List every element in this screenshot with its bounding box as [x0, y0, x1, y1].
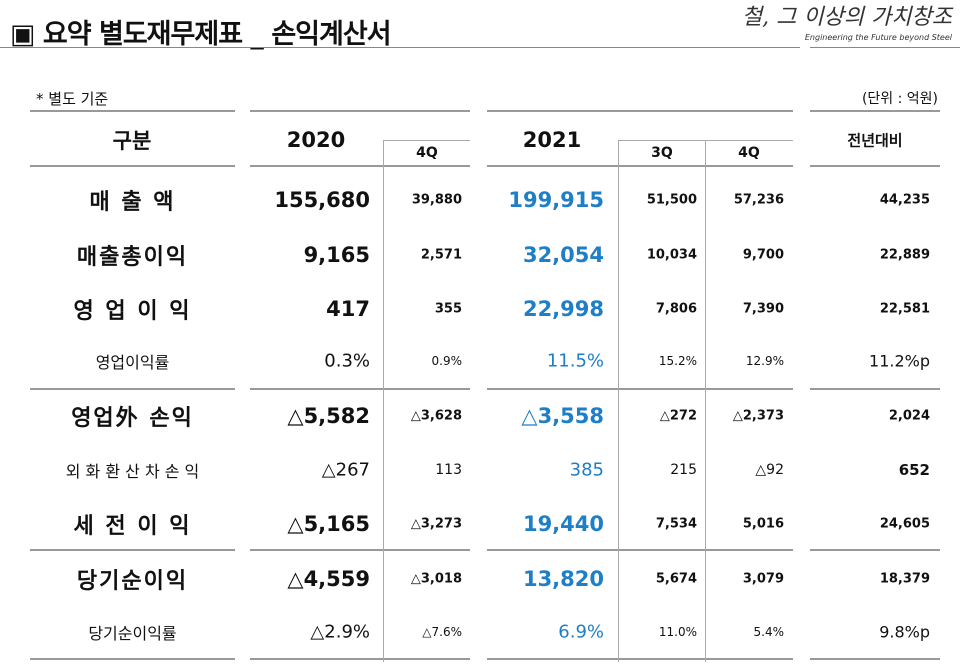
cell-q4_2021: 9,700 [742, 247, 784, 263]
cell-v2020: △5,165 [287, 512, 370, 536]
cell-v2021: △3,558 [521, 404, 604, 428]
cell-q4_2020: 39,880 [411, 192, 462, 208]
cell-v2020: 0.3% [324, 350, 370, 372]
header-category: 구분 [112, 129, 152, 153]
header-2021: 2021 [522, 128, 582, 152]
cell-q4_2021: 3,079 [742, 571, 784, 587]
cell-q4_2021: 12.9% [745, 354, 784, 368]
cell-q4_2021: 7,390 [742, 301, 784, 317]
header-2020: 2020 [286, 128, 346, 152]
cell-q3_2021: 11.0% [658, 625, 697, 639]
cell-q4_2021: △2,373 [732, 408, 784, 424]
cell-q4_2021: △92 [755, 462, 784, 478]
cell-v2020: △2.9% [310, 621, 370, 643]
cell-q4_2021: 5,016 [742, 516, 784, 532]
cell-yoy: 2,024 [888, 408, 930, 424]
cell-yoy: 18,379 [879, 571, 930, 587]
cell-q3_2021: 7,534 [655, 516, 697, 532]
cell-yoy: 24,605 [879, 516, 930, 532]
row-label: 영업外 손익 [71, 406, 194, 431]
cell-v2021: 19,440 [522, 512, 604, 536]
cell-q4_2020: 2,571 [420, 247, 462, 263]
cell-v2020: 417 [326, 297, 370, 321]
cell-v2020: △4,559 [287, 567, 370, 591]
cell-q4_2020: 113 [435, 462, 462, 478]
cell-v2021: 11.5% [546, 350, 604, 372]
cell-q3_2021: △272 [659, 408, 697, 424]
header-yoy: 전년대비 [847, 131, 903, 150]
cell-yoy: 22,889 [879, 247, 930, 263]
cell-q4_2021: 57,236 [733, 192, 784, 208]
cell-q4_2020: △7.6% [422, 625, 462, 639]
header-2021-4q: 4Q [738, 145, 760, 161]
title-divider [0, 47, 800, 48]
logo-korean: 철, 그 이상의 가치창조 [741, 5, 952, 30]
cell-q3_2021: 5,674 [655, 571, 697, 587]
page-title: ▣ 요약 별도재무제표 _ 손익계산서 [10, 19, 392, 50]
row-label: 매 출 액 [89, 190, 176, 215]
cell-v2021: 6.9% [558, 621, 604, 643]
cell-v2021: 13,820 [522, 567, 604, 591]
row-label: 당기순이익 [76, 569, 189, 594]
row-label: 외 화 환 산 차 손 익 [65, 462, 200, 481]
row-label: 세 전 이 익 [73, 514, 192, 539]
cell-q4_2020: 355 [434, 301, 462, 317]
cell-yoy: 652 [898, 461, 930, 479]
row-label: 당기순이익률 [88, 624, 177, 643]
company-logo: 철, 그 이상의 가치창조 Engineering the Future bey… [742, 4, 952, 43]
cell-yoy: 11.2%p [869, 351, 930, 371]
cell-v2020: △267 [321, 459, 370, 481]
cell-q4_2021: 5.4% [753, 625, 785, 639]
row-label: 영업이익률 [95, 353, 170, 372]
unit-note: (단위 : 억원) [861, 91, 938, 107]
cell-v2021: 32,054 [522, 243, 604, 267]
cell-q3_2021: 51,500 [646, 192, 697, 208]
cell-yoy: 22,581 [879, 301, 930, 317]
header-2020-4q: 4Q [416, 145, 438, 161]
cell-q3_2021: 15.2% [658, 354, 697, 368]
basis-note: * 별도 기준 [36, 90, 109, 108]
cell-yoy: 9.8%p [879, 622, 930, 642]
cell-q4_2020: 0.9% [431, 354, 463, 368]
cell-q4_2020: △3,018 [410, 571, 462, 587]
cell-v2021: 22,998 [522, 297, 604, 321]
cell-q4_2020: △3,628 [410, 408, 462, 424]
cell-v2020: △5,582 [287, 404, 370, 428]
cell-q3_2021: 7,806 [655, 301, 697, 317]
cell-v2021: 385 [569, 459, 604, 481]
header-2021-3q: 3Q [651, 145, 673, 161]
title-divider-right [810, 47, 960, 48]
cell-v2020: 9,165 [303, 243, 370, 267]
cell-v2020: 155,680 [274, 188, 370, 212]
cell-q3_2021: 10,034 [646, 247, 697, 263]
cell-q4_2020: △3,273 [410, 516, 462, 532]
cell-q3_2021: 215 [670, 462, 697, 478]
logo-english: Engineering the Future beyond Steel [804, 33, 952, 42]
row-label: 매출총이익 [76, 245, 189, 270]
cell-yoy: 44,235 [879, 192, 930, 208]
cell-v2021: 199,915 [508, 188, 604, 212]
row-label: 영 업 이 익 [73, 299, 192, 324]
